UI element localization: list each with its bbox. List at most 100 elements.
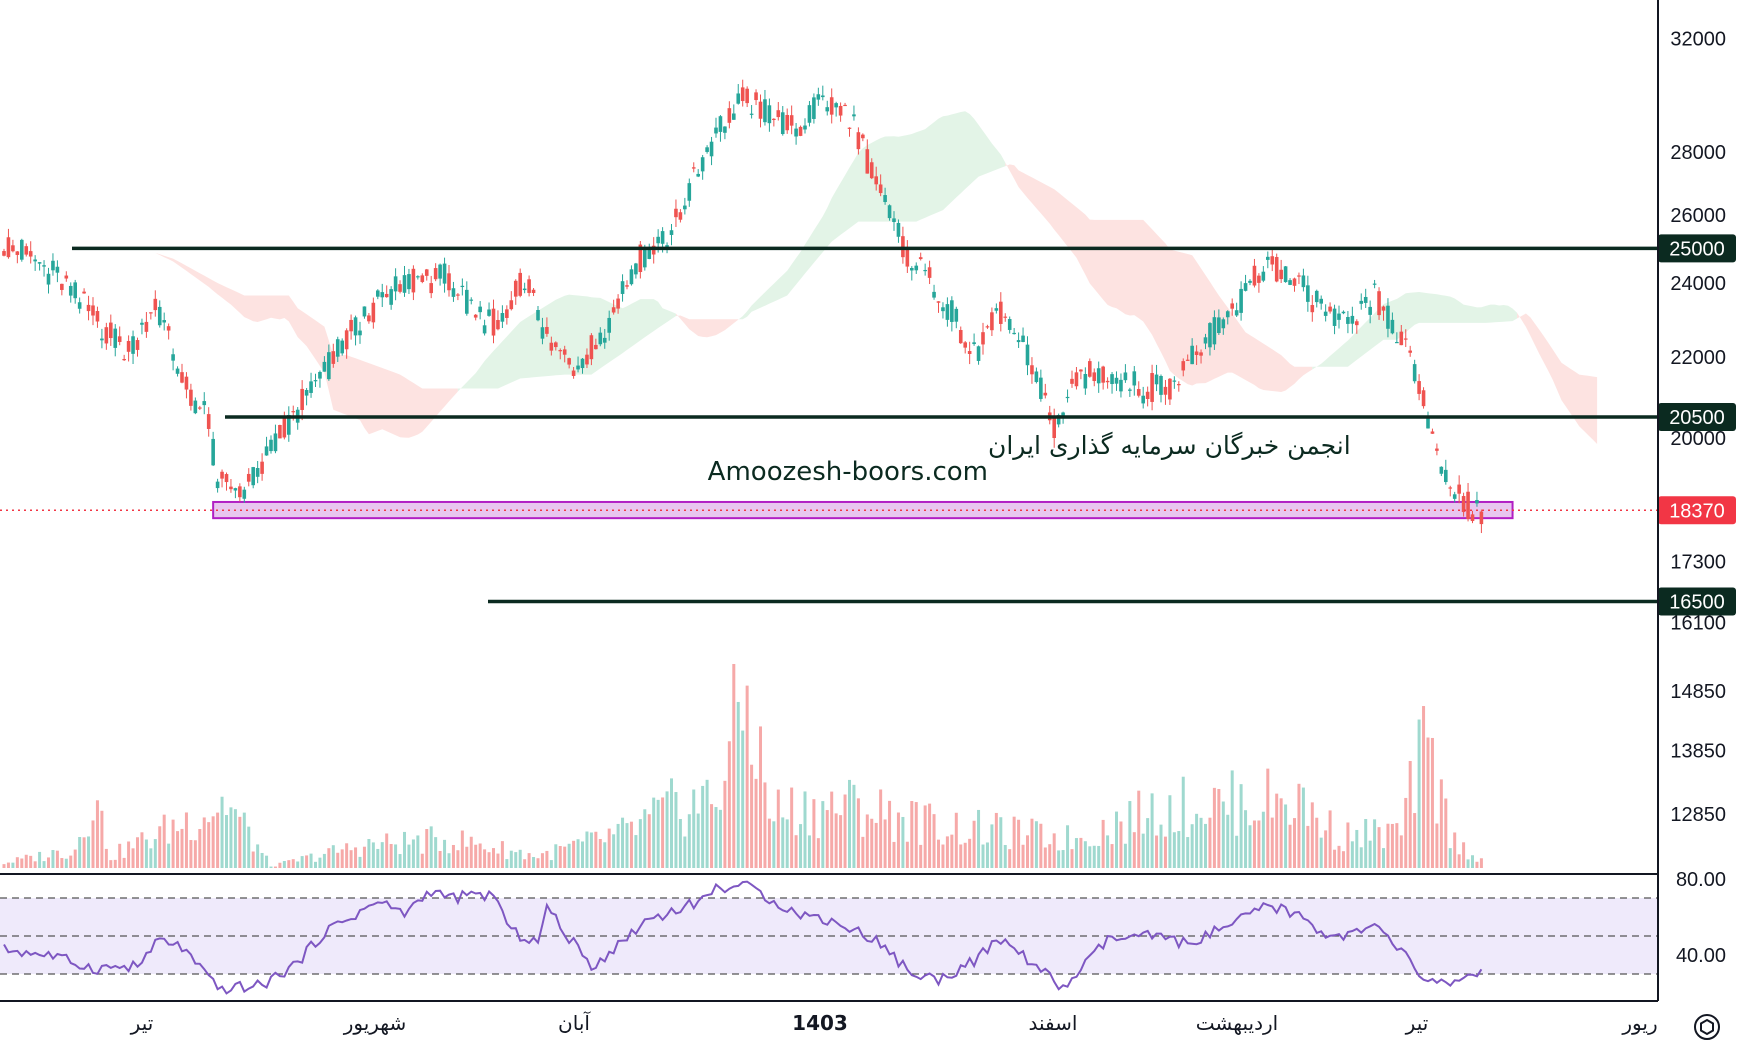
level-badge-25000: [1658, 234, 1736, 263]
volume-bar: [874, 822, 878, 868]
volume-bar: [692, 789, 696, 868]
candle-body: [335, 339, 340, 357]
candle-body: [1208, 323, 1212, 348]
candle-body: [749, 113, 754, 115]
candle-body: [723, 126, 727, 133]
candle-body: [687, 183, 692, 201]
candle-body: [513, 280, 518, 297]
volume-bar: [278, 862, 282, 868]
volume-bar: [29, 855, 33, 868]
candle-body: [798, 126, 803, 136]
candle-body: [433, 268, 438, 280]
volume-bar: [1079, 837, 1083, 868]
candle-body: [571, 370, 576, 376]
volume-bar: [1413, 813, 1417, 868]
volume-bar: [785, 819, 789, 868]
price-tick-label: 26000: [1670, 205, 1726, 227]
candle-body: [1279, 269, 1283, 280]
volume-bar: [1083, 841, 1087, 868]
volume-bar: [923, 805, 927, 868]
price-axis[interactable]: 32000 28000 26000 24000 22000 20000 17300 16100…: [1670, 29, 1726, 826]
candle-body: [487, 309, 491, 316]
volume-bar: [732, 663, 736, 868]
volume-bar: [661, 797, 665, 868]
volume-bar: [434, 837, 438, 868]
candle-body: [767, 105, 772, 124]
candle-body: [1128, 389, 1132, 391]
candle-body: [896, 222, 901, 237]
candle-body: [758, 101, 763, 119]
candle-body: [358, 330, 362, 336]
candle-body: [389, 289, 393, 305]
volume-bar: [763, 782, 767, 868]
volume-bar: [589, 832, 593, 868]
volume-bar: [990, 824, 994, 868]
volume-bar: [852, 784, 856, 868]
volume-bar: [670, 778, 673, 868]
volume-bar: [1301, 787, 1305, 868]
volume-bar: [1373, 819, 1377, 868]
volume-bar: [305, 855, 309, 868]
volume-bar: [140, 832, 144, 868]
settings-gear-icon[interactable]: [1694, 1014, 1720, 1040]
candle-body: [82, 291, 86, 294]
candle-body: [910, 267, 914, 271]
volume-bar: [830, 791, 834, 868]
volume-bar: [674, 792, 678, 868]
candle-body: [109, 322, 113, 339]
volume-bar: [1172, 832, 1176, 868]
volume-bar: [1288, 824, 1292, 868]
volume-bar: [518, 849, 522, 868]
candle-body: [1079, 369, 1083, 372]
time-axis[interactable]: تیر شهریور آبان 1403 اسفند اردیبهشت تیر ریور: [130, 1010, 1658, 1035]
candle-body: [424, 269, 429, 276]
volume-bar: [2, 864, 6, 868]
volume-bar: [1457, 854, 1461, 868]
candle-body: [122, 358, 126, 361]
candle-body: [460, 285, 465, 288]
candle-body: [215, 481, 220, 489]
price-tick-label: 16100: [1670, 612, 1726, 634]
candle-body: [740, 87, 745, 102]
candle-body: [1190, 345, 1194, 365]
candle-body: [1266, 256, 1270, 260]
candle-body: [1199, 352, 1203, 356]
candle-body: [812, 97, 816, 119]
candle-body: [1132, 371, 1137, 386]
candle-body: [643, 249, 647, 268]
volume-bar: [905, 841, 909, 868]
candle-body: [491, 308, 496, 336]
candle-body: [941, 307, 945, 312]
candle-body: [362, 306, 367, 317]
volume-bar: [389, 843, 393, 868]
candle-body: [184, 376, 189, 390]
candle-body: [691, 167, 696, 169]
candle-body: [260, 461, 264, 474]
volume-bar: [678, 819, 682, 868]
volume-bar: [803, 791, 807, 868]
candle-body: [1252, 265, 1257, 286]
volume-bar: [451, 844, 455, 868]
volume-bar: [1128, 801, 1132, 868]
volume-bar: [710, 804, 714, 868]
candle-body: [1043, 392, 1048, 396]
candle-body: [478, 306, 482, 313]
volume-bar: [443, 839, 447, 868]
candle-body: [95, 311, 100, 322]
volume-bar: [176, 831, 180, 868]
cloud-segment: [155, 252, 458, 438]
candle-body: [874, 176, 878, 185]
candle-body: [1056, 415, 1061, 425]
candle-body: [224, 474, 229, 483]
candle-body: [972, 342, 976, 345]
candle-body: [238, 486, 242, 498]
candle-body: [847, 127, 852, 129]
time-tick-label: اسفند: [1029, 1011, 1078, 1035]
volume-bar: [812, 799, 816, 868]
volume-bar: [69, 855, 73, 868]
candle-body: [20, 239, 24, 260]
rsi-axis[interactable]: 80.00 40.00: [1676, 869, 1726, 967]
volume-bar: [300, 856, 304, 868]
volume-bar: [256, 844, 260, 868]
